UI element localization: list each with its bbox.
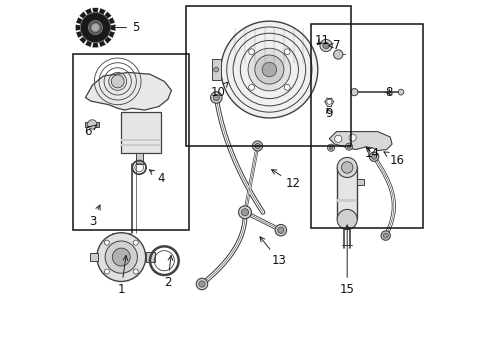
- Circle shape: [320, 40, 332, 51]
- Polygon shape: [80, 12, 86, 18]
- Bar: [146, 252, 155, 262]
- Bar: [73, 54, 190, 230]
- Polygon shape: [76, 18, 82, 24]
- Circle shape: [252, 141, 263, 151]
- Text: 5: 5: [111, 21, 139, 34]
- Polygon shape: [212, 59, 221, 80]
- Text: 13: 13: [260, 237, 287, 267]
- Circle shape: [335, 135, 342, 142]
- Circle shape: [329, 146, 333, 149]
- Circle shape: [327, 99, 332, 104]
- Circle shape: [327, 144, 335, 151]
- Circle shape: [92, 23, 99, 32]
- Polygon shape: [108, 18, 115, 24]
- Circle shape: [337, 210, 357, 229]
- Circle shape: [133, 240, 138, 245]
- Circle shape: [262, 62, 277, 77]
- Circle shape: [371, 154, 377, 159]
- Circle shape: [196, 278, 208, 290]
- Bar: [122, 112, 161, 153]
- Polygon shape: [76, 31, 82, 37]
- Circle shape: [133, 269, 138, 274]
- Circle shape: [88, 120, 97, 129]
- Polygon shape: [329, 132, 392, 150]
- Text: 11: 11: [315, 33, 330, 47]
- Bar: [122, 139, 161, 140]
- Circle shape: [278, 227, 284, 233]
- Circle shape: [275, 225, 287, 236]
- Polygon shape: [99, 9, 105, 15]
- Circle shape: [255, 143, 260, 149]
- Bar: [357, 179, 365, 185]
- Circle shape: [369, 152, 379, 161]
- Text: 9: 9: [325, 107, 333, 120]
- Polygon shape: [108, 31, 115, 37]
- Polygon shape: [93, 42, 98, 47]
- Polygon shape: [76, 25, 80, 30]
- Text: 14: 14: [365, 147, 380, 159]
- Circle shape: [347, 145, 351, 148]
- Bar: [90, 253, 98, 261]
- Circle shape: [249, 85, 254, 90]
- Polygon shape: [104, 12, 111, 18]
- Circle shape: [213, 94, 220, 101]
- Bar: [85, 122, 99, 127]
- Circle shape: [88, 21, 102, 35]
- Circle shape: [351, 89, 358, 96]
- Polygon shape: [85, 41, 92, 47]
- Circle shape: [80, 13, 111, 42]
- Circle shape: [255, 55, 284, 84]
- Circle shape: [398, 89, 404, 95]
- Circle shape: [249, 49, 254, 55]
- Text: 7: 7: [329, 39, 340, 52]
- Text: 4: 4: [149, 170, 165, 185]
- Text: 8: 8: [385, 86, 392, 99]
- Text: 2: 2: [164, 256, 173, 289]
- Circle shape: [345, 143, 353, 150]
- Bar: [337, 199, 357, 202]
- Polygon shape: [93, 8, 98, 13]
- Circle shape: [383, 233, 388, 238]
- Circle shape: [104, 269, 109, 274]
- Circle shape: [211, 92, 222, 103]
- Circle shape: [104, 240, 109, 245]
- Circle shape: [97, 233, 146, 282]
- Text: 12: 12: [271, 170, 301, 190]
- Circle shape: [214, 67, 219, 72]
- Text: 3: 3: [89, 205, 100, 228]
- Text: 15: 15: [340, 225, 355, 296]
- Circle shape: [111, 75, 124, 88]
- Polygon shape: [80, 37, 86, 43]
- Circle shape: [242, 209, 248, 216]
- Circle shape: [248, 48, 291, 91]
- Circle shape: [381, 231, 391, 240]
- Bar: [136, 153, 143, 164]
- Circle shape: [284, 49, 290, 55]
- Polygon shape: [85, 9, 92, 15]
- Text: 6: 6: [85, 125, 97, 138]
- Bar: [337, 167, 357, 220]
- Polygon shape: [99, 41, 105, 47]
- Polygon shape: [104, 37, 111, 43]
- Text: 1: 1: [118, 256, 128, 296]
- Circle shape: [349, 134, 356, 141]
- Circle shape: [239, 206, 251, 219]
- Circle shape: [323, 42, 329, 49]
- Circle shape: [342, 162, 353, 173]
- Circle shape: [334, 50, 343, 59]
- Bar: [122, 144, 161, 146]
- Circle shape: [221, 21, 318, 118]
- Circle shape: [199, 281, 205, 287]
- Polygon shape: [110, 25, 115, 30]
- Bar: [311, 24, 422, 228]
- Circle shape: [337, 157, 357, 177]
- Circle shape: [284, 85, 290, 90]
- Circle shape: [105, 241, 137, 273]
- Text: 16: 16: [384, 152, 405, 167]
- Polygon shape: [85, 72, 172, 110]
- Bar: [186, 6, 351, 146]
- Text: 10: 10: [211, 82, 228, 99]
- Circle shape: [112, 248, 130, 266]
